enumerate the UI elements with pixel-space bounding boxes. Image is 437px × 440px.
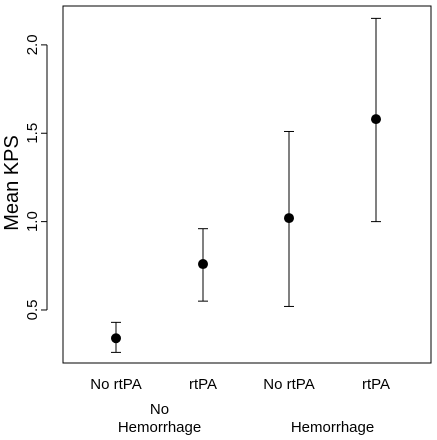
data-point [371, 114, 381, 125]
group-label: Hemorrhage [291, 419, 374, 436]
y-tick-label: 2.0 [24, 34, 41, 55]
x-category-label: rtPA [362, 376, 390, 393]
y-tick-label: 1.5 [24, 123, 41, 144]
group-label: No [150, 401, 169, 418]
x-category-label: No rtPA [90, 376, 141, 393]
x-category-label: rtPA [189, 376, 217, 393]
y-tick-label: 0.5 [24, 300, 41, 321]
group-label: Hemorrhage [118, 419, 201, 436]
plot-frame [62, 5, 432, 364]
x-category-label: No rtPA [263, 376, 314, 393]
y-axis-title: Mean KPS [1, 135, 23, 231]
y-axis: 0.5 1.0 1.5 2.0 [24, 34, 48, 321]
data-point [198, 259, 208, 270]
data-marks [111, 17, 381, 353]
data-point [111, 333, 121, 344]
data-point [284, 213, 294, 224]
y-tick-label: 1.0 [24, 211, 41, 232]
